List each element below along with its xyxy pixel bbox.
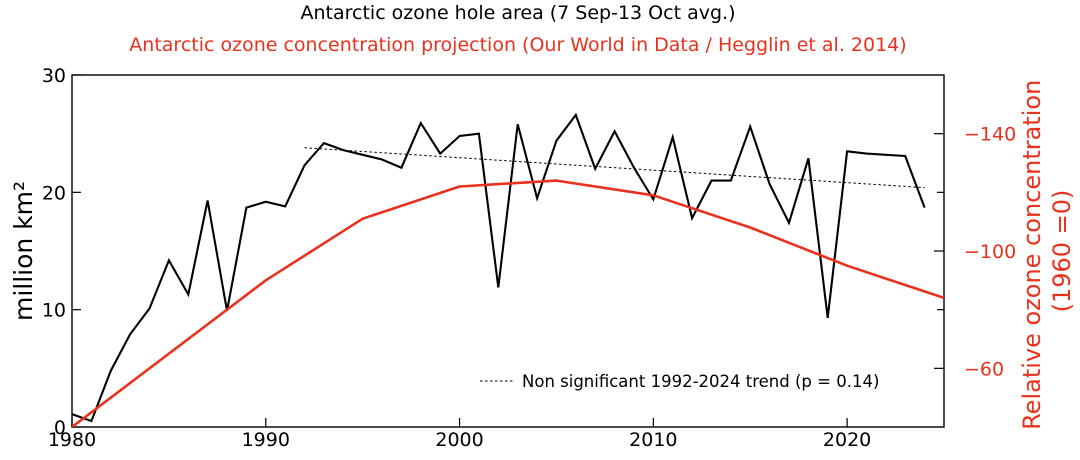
y2-tick-label-60: −60 — [964, 358, 1004, 380]
chart-title: Antarctic ozone hole area (7 Sep-13 Oct … — [301, 2, 736, 24]
trend-line — [304, 147, 925, 189]
y2-axis-title-line1: Relative ozone concentration — [1018, 80, 1046, 430]
y-tick-label-20: 20 — [42, 182, 66, 204]
y2-tick-label-140: −140 — [964, 124, 1016, 146]
y-tick-label-10: 10 — [42, 300, 66, 322]
right-y-axis: −60 −100 −140 — [934, 124, 1016, 380]
y2-tick-label-100: −100 — [964, 241, 1016, 263]
x-axis: 1980 1990 2000 2010 2020 — [48, 418, 871, 451]
left-y-axis: 0 10 20 30 — [42, 65, 81, 439]
series-layer — [72, 112, 944, 427]
x-tick-label-1990: 1990 — [242, 429, 290, 451]
legend-label-trend: Non significant 1992-2024 trend (p = 0.1… — [522, 372, 879, 391]
ozone-concentration-projection-line — [72, 179, 944, 427]
y-axis-title-text: million km² — [9, 181, 38, 321]
x-tick-label-2010: 2010 — [629, 429, 677, 451]
y-axis-title: million km² — [9, 181, 38, 321]
ozone-hole-area-line — [72, 112, 926, 423]
x-tick-label-1980: 1980 — [48, 429, 96, 451]
x-tick-label-2000: 2000 — [435, 429, 483, 451]
y-tick-label-30: 30 — [42, 65, 66, 87]
legend: Non significant 1992-2024 trend (p = 0.1… — [480, 372, 879, 391]
y2-axis-title-line2: (1960 =0) — [1048, 190, 1076, 313]
chart-subtitle: Antarctic ozone concentration projection… — [129, 34, 906, 56]
y2-axis-title: Relative ozone concentration (1960 =0) — [1018, 72, 1076, 430]
x-tick-label-2020: 2020 — [823, 429, 871, 451]
y-tick-label-0: 0 — [54, 417, 66, 439]
